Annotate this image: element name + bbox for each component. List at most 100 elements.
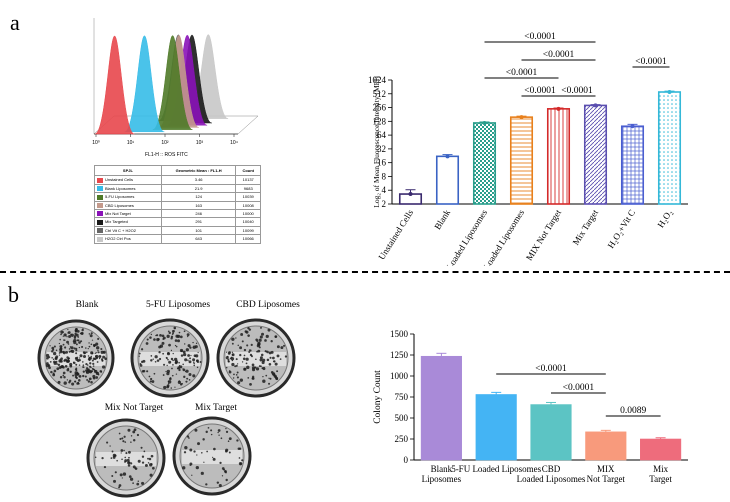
colony-well — [86, 418, 166, 498]
y-tick-label: 2 — [382, 199, 387, 209]
flow-stats-table: SPJL Geometric Mean : FL1-H Count Unstai… — [94, 164, 261, 244]
colony-well — [37, 319, 115, 397]
geometric-mean-cell: 246 — [160, 208, 237, 219]
geometric-mean-cell: 21.9 — [160, 183, 237, 194]
table-row: Unstained Cells 3.46 10137 — [94, 175, 261, 185]
table-row: Blank Liposomes 21.9 9683 — [94, 183, 261, 194]
table-row: CBD Liposomes 163 10008 — [94, 200, 261, 211]
data-point — [667, 89, 672, 94]
colony-well — [130, 318, 210, 398]
colony-bar-chart: 0 250 500 750 1000 1250 1500 Colony Count Blank L… — [373, 329, 688, 484]
y-tick-label: 1250 — [390, 350, 409, 360]
x-tick-label: H₂O₂ — [655, 208, 674, 230]
y-tick-label: 64 — [377, 130, 387, 140]
bar — [509, 116, 534, 205]
panel-a-label: a — [10, 10, 20, 35]
histogram-peak — [124, 35, 165, 133]
histogram-tick-label: 10⁴ — [230, 140, 238, 146]
y-tick-label: 256 — [373, 103, 387, 113]
x-tick-label: H₂O₂+Vit C — [606, 208, 638, 250]
histogram-tick-label: 10¹ — [127, 140, 135, 146]
histogram-tick-label: 10³ — [196, 140, 204, 146]
x-tick-label: Mix Target — [571, 207, 601, 246]
bar — [640, 438, 682, 461]
histogram-peak — [94, 35, 135, 135]
bar — [472, 122, 497, 205]
legend-name: Blank Liposomes — [105, 185, 136, 191]
x-tick-label: 5-FU Loaded Liposomes — [451, 464, 541, 474]
well-label-5fu: 5-FU Liposomes — [145, 300, 211, 310]
sample-cell: Mix Not Target — [94, 208, 162, 219]
sample-cell: Ctrl Vit C + H2O2 — [94, 225, 162, 236]
geometric-mean-cell: 163 — [160, 200, 237, 211]
significance-label: 0.0089 — [620, 406, 646, 416]
y-tick-label: 250 — [395, 434, 409, 444]
legend-swatch — [97, 203, 103, 209]
bar — [620, 125, 645, 205]
data-point — [519, 115, 524, 120]
y-tick-label: 512 — [373, 89, 387, 99]
bar — [585, 431, 627, 461]
legend-swatch — [97, 186, 103, 192]
legend-name: CBD Liposomes — [105, 202, 134, 208]
colony-well — [172, 416, 252, 496]
histogram-peak — [152, 35, 193, 130]
bar — [475, 394, 517, 461]
x-tick-label: CBD Loaded Liposomes — [517, 464, 586, 484]
geometric-mean-cell: 3.46 — [160, 175, 237, 185]
well-label-mix-target: Mix Target — [195, 403, 237, 413]
x-tick-label: Blank — [432, 207, 452, 231]
legend-name: H2O2 Ctrl Pos — [105, 236, 131, 242]
significance-label: <0.0001 — [563, 383, 595, 393]
data-point — [556, 106, 561, 111]
bar — [657, 91, 682, 205]
x-tick-label: MIX Not Target — [587, 464, 626, 484]
sample-cell: CBD Liposomes — [94, 200, 162, 211]
legend-swatch — [97, 194, 103, 200]
y-tick-label: 0 — [404, 455, 409, 465]
y-tick-label: 500 — [395, 413, 409, 423]
panel-b-label: b — [8, 282, 19, 307]
flow-axis-label: FL1-H :: ROS FITC — [145, 152, 188, 158]
x-tick-label: MIX Not Target — [524, 207, 563, 262]
well-label-blank: Blank — [75, 300, 99, 310]
count-cell: 9683 — [235, 183, 261, 194]
y-tick-label: 4 — [382, 185, 387, 195]
legend-name: Unstained Cells — [105, 177, 134, 183]
count-cell: 10040 — [235, 217, 261, 227]
significance-label: <0.0001 — [561, 86, 593, 96]
y-tick-label: 16 — [377, 158, 387, 168]
y-tick-label: 8 — [382, 171, 387, 181]
legend-name: 5-FU Liposomes — [105, 194, 135, 200]
legend-name: Mix Targeted — [105, 219, 128, 225]
x-tick-label: Mix Target — [649, 464, 672, 484]
table-row: 5-FU Liposomes 124 10039 — [94, 192, 261, 202]
y-tick-label: 1000 — [390, 371, 409, 381]
significance-label: <0.0001 — [524, 86, 556, 96]
geometric-mean-cell: 643 — [160, 234, 237, 244]
count-cell: 10039 — [235, 192, 261, 202]
count-cell: 10099 — [235, 225, 261, 236]
y-axis-label: Log₂ of Mean Fluorescence Intensity (MFI… — [372, 76, 381, 208]
data-point — [593, 103, 598, 108]
table-row: H2O2 Ctrl Pos 643 10066 — [94, 234, 261, 244]
significance-label: <0.0001 — [635, 57, 667, 67]
count-cell: 10137 — [235, 175, 261, 185]
geometric-mean-cell: 291 — [160, 217, 237, 227]
count-cell: 10000 — [235, 208, 261, 219]
colony-wells — [37, 318, 296, 498]
bar — [435, 155, 460, 205]
legend-swatch — [97, 236, 103, 242]
data-point — [482, 120, 487, 125]
panel-divider — [0, 271, 730, 273]
well-label-cbd: CBD Liposomes — [236, 300, 300, 310]
legend-name: Mix Not Target — [105, 211, 131, 217]
geometric-mean-cell: 101 — [160, 225, 237, 236]
legend-swatch — [97, 228, 103, 234]
y-tick-label: 750 — [395, 392, 409, 402]
y-axis-label: Colony Count — [373, 370, 383, 424]
data-point — [408, 192, 413, 197]
sample-cell: H2O2 Ctrl Pos — [94, 234, 162, 244]
legend-name: Ctrl Vit C + H2O2 — [105, 227, 136, 233]
